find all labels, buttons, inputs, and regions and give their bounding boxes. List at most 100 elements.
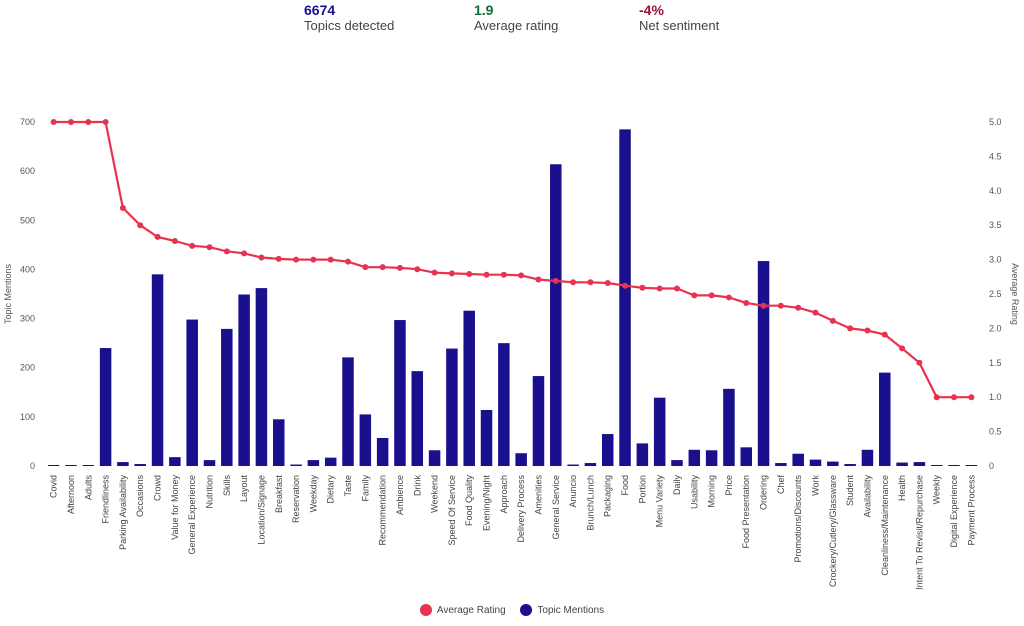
y2-axis-title: Average Rating	[1010, 263, 1020, 325]
rating-point	[881, 331, 888, 338]
bar	[342, 357, 354, 466]
bar	[619, 129, 631, 466]
rating-point	[899, 345, 906, 352]
y2-tick-label: 1.0	[989, 392, 1002, 402]
x-tick-label: Ambience	[395, 475, 405, 515]
rating-point	[933, 394, 940, 401]
rating-point	[500, 271, 507, 278]
rating-point	[206, 244, 213, 251]
x-tick-label: Dietary	[326, 475, 336, 504]
legend-label: Topic Mentions	[537, 604, 605, 616]
bar	[809, 459, 822, 466]
legend-item-topic-mentions[interactable]: Topic Mentions	[520, 604, 604, 616]
x-tick-label: Reservation	[291, 475, 301, 523]
rating-point	[189, 242, 196, 249]
x-tick-label: Payment Process	[966, 475, 976, 546]
x-tick-label: Drink	[412, 475, 422, 497]
x-tick-label: Menu Variety	[655, 475, 665, 528]
bar	[948, 465, 960, 466]
y-tick-label: 100	[20, 412, 35, 422]
bar	[117, 462, 129, 466]
rating-point	[708, 292, 715, 299]
bar	[861, 449, 874, 466]
x-tick-label: Taste	[343, 475, 353, 497]
x-tick-label: Intent To Revisit/Repurchase	[914, 475, 924, 590]
y-tick-label: 700	[20, 117, 35, 127]
y-tick-label: 0	[30, 461, 35, 471]
bar	[740, 447, 752, 466]
rating-point	[622, 282, 629, 289]
bar	[203, 460, 216, 466]
bar	[498, 343, 510, 466]
x-tick-label: Ordering	[759, 475, 769, 510]
rating-point	[587, 279, 594, 286]
bar	[723, 388, 735, 466]
rating-point	[102, 119, 109, 125]
bar	[65, 465, 77, 466]
x-tick-label: Parking Availability	[118, 475, 128, 550]
x-tick-label: Location/Signage	[256, 475, 266, 545]
chart-legend: Average Rating Topic Mentions	[0, 604, 1024, 619]
x-tick-label: General Experience	[187, 475, 197, 555]
x-tick-label: Daily	[672, 475, 682, 496]
rating-point	[777, 302, 784, 309]
rating-point	[639, 284, 646, 291]
bar	[913, 462, 926, 466]
x-tick-label: Portion	[637, 475, 647, 504]
x-tick-label: Weekday	[308, 475, 318, 513]
bar	[757, 261, 770, 466]
bar	[238, 294, 250, 466]
bar	[463, 310, 475, 466]
bar	[47, 465, 60, 466]
rating-point	[760, 302, 767, 309]
x-tick-label: Weekend	[430, 475, 440, 513]
rating-point	[431, 269, 438, 276]
y-tick-label: 600	[20, 166, 35, 176]
y2-tick-label: 4.5	[989, 151, 1002, 161]
rating-point	[673, 285, 680, 292]
y2-tick-label: 5.0	[989, 117, 1002, 127]
rating-point	[85, 119, 92, 125]
kpi-topics-detected: 6674 Topics detected	[304, 2, 394, 34]
bar	[550, 164, 562, 466]
kpi-label: Net sentiment	[639, 18, 720, 33]
bar	[359, 414, 372, 466]
bar	[82, 465, 95, 466]
rating-point	[241, 250, 248, 257]
x-tick-label: Crockery/Cutlery/Glassware	[828, 475, 838, 587]
rating-point	[310, 256, 317, 263]
kpi-value: 1.9	[474, 2, 494, 18]
x-tick-label: Anuncio	[568, 475, 578, 508]
x-tick-label: Evening/Night	[482, 475, 492, 532]
y-axis-title: Topic Mentions	[3, 263, 13, 324]
bar	[273, 419, 285, 466]
y2-tick-label: 4.0	[989, 186, 1002, 196]
x-tick-label: Food Presentation	[741, 475, 751, 549]
rating-point	[656, 285, 663, 292]
rating-point	[414, 266, 421, 273]
rating-point	[570, 279, 577, 286]
rating-point	[864, 327, 871, 334]
x-tick-label: Price	[724, 475, 734, 496]
bar	[446, 348, 458, 466]
kpi-value: 6674	[304, 2, 336, 18]
bar	[775, 463, 787, 466]
y2-tick-label: 1.5	[989, 358, 1002, 368]
x-tick-label: Occasions	[135, 475, 145, 518]
bar	[169, 457, 181, 466]
x-tick-label: Chef	[776, 475, 786, 495]
bar	[532, 376, 545, 466]
rating-point	[137, 222, 144, 229]
bar	[151, 274, 164, 466]
x-tick-label: Availability	[863, 475, 873, 518]
x-tick-label: Health	[897, 475, 907, 501]
x-tick-label: Crowd	[153, 475, 163, 501]
bar	[134, 464, 146, 466]
rating-point	[67, 119, 74, 125]
y-tick-label: 300	[20, 314, 35, 324]
y2-tick-label: 3.0	[989, 255, 1002, 265]
x-tick-label: Value for Money	[170, 475, 180, 540]
legend-item-average-rating[interactable]: Average Rating	[419, 604, 506, 616]
bar	[584, 463, 597, 466]
rating-point	[812, 309, 819, 316]
